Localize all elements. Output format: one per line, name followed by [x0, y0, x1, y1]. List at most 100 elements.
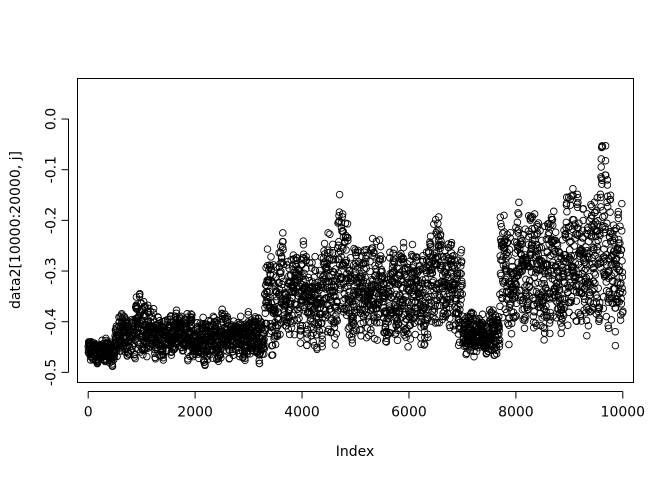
data-point — [361, 273, 369, 282]
data-point — [348, 339, 357, 347]
data-point — [148, 312, 157, 321]
data-point — [260, 350, 268, 358]
data-point — [497, 271, 505, 280]
data-point — [434, 213, 443, 221]
x-tick-label: 8000 — [498, 405, 534, 421]
data-point — [287, 323, 296, 332]
data-point — [537, 243, 546, 252]
data-point — [581, 277, 590, 286]
data-point — [601, 156, 610, 165]
x-axis: 0 2000 4000 6000 8000 10000 — [84, 391, 646, 421]
data-point — [324, 265, 333, 273]
x-tick-label: 10000 — [601, 405, 646, 421]
data-point — [299, 240, 308, 249]
data-point — [344, 233, 352, 242]
data-point — [540, 329, 549, 337]
data-point — [525, 292, 533, 300]
data-point — [184, 356, 192, 365]
data-point — [402, 333, 410, 342]
data-point — [335, 211, 343, 220]
data-point — [458, 277, 466, 286]
data-point — [610, 234, 619, 243]
data-point — [329, 267, 337, 276]
data-point — [279, 229, 287, 237]
data-point — [400, 331, 408, 339]
data-point — [442, 304, 451, 312]
data-point — [302, 252, 310, 261]
data-point — [359, 269, 367, 278]
data-point — [136, 289, 144, 298]
data-point — [277, 267, 285, 276]
data-point — [379, 279, 387, 288]
data-point — [538, 314, 546, 322]
data-point — [375, 298, 383, 307]
data-point — [394, 324, 402, 333]
data-point — [507, 329, 516, 338]
data-point — [458, 281, 466, 290]
data-point — [546, 329, 554, 338]
x-tick-label: 2000 — [177, 405, 213, 421]
data-point — [458, 290, 467, 298]
data-point — [586, 291, 595, 299]
data-point — [513, 238, 521, 247]
data-point — [378, 267, 386, 276]
data-point — [589, 277, 598, 286]
data-point — [514, 210, 523, 219]
data-point — [340, 289, 349, 298]
data-point — [331, 265, 340, 273]
data-point — [520, 324, 529, 333]
data-point — [467, 317, 475, 325]
data-point — [143, 352, 151, 361]
data-point — [388, 264, 397, 272]
data-point — [276, 330, 284, 339]
data-point — [279, 237, 287, 246]
data-point — [454, 256, 462, 265]
data-point — [263, 245, 272, 253]
data-point — [607, 316, 616, 324]
x-axis-label: Index — [336, 444, 375, 460]
data-point — [539, 254, 548, 263]
data-point — [542, 302, 550, 310]
data-point — [412, 267, 420, 276]
data-point — [159, 353, 167, 362]
data-point — [586, 288, 594, 297]
data-point — [341, 231, 350, 240]
data-point — [564, 321, 572, 329]
data-point — [600, 212, 609, 220]
y-tick-label: -0.4 — [44, 308, 60, 335]
data-point — [453, 269, 462, 278]
data-point — [456, 288, 464, 297]
data-point — [576, 312, 585, 321]
data-point — [528, 225, 536, 233]
data-point — [540, 336, 548, 344]
data-point — [502, 267, 511, 276]
data-point — [399, 243, 408, 252]
data-point — [594, 284, 602, 292]
data-point — [457, 262, 465, 270]
data-point — [492, 350, 501, 358]
data-point — [402, 327, 411, 336]
data-point — [516, 296, 524, 305]
data-point — [600, 254, 609, 263]
data-point — [618, 257, 626, 265]
data-point — [457, 295, 465, 304]
data-point — [616, 239, 624, 247]
data-point — [505, 303, 514, 312]
data-point — [279, 246, 287, 254]
data-point — [584, 321, 593, 330]
data-point — [598, 176, 606, 184]
data-point — [367, 319, 375, 327]
data-point — [279, 277, 288, 286]
data-point — [521, 316, 529, 325]
data-point — [590, 284, 598, 293]
data-point — [584, 237, 593, 246]
data-point — [528, 240, 537, 248]
data-point — [299, 237, 308, 245]
data-point — [404, 343, 412, 351]
data-point — [614, 235, 623, 244]
data-point — [450, 251, 458, 260]
data-point — [618, 273, 627, 281]
data-point — [344, 236, 352, 245]
data-point — [348, 297, 357, 306]
data-point — [337, 252, 345, 261]
